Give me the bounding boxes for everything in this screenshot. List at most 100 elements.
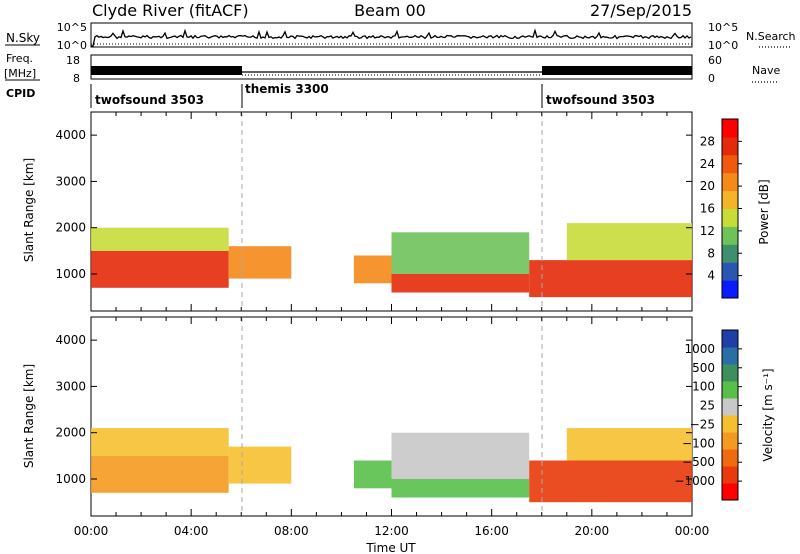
velocity-colorbar-tick-label-0: 1000 (684, 342, 715, 356)
freq-block-early (91, 66, 242, 75)
velocity-colorbar-swatch-3 (722, 432, 738, 450)
cpid-segment-1: twofsound 3503 (95, 93, 204, 107)
power-colorbar-tick-label-0: 4 (707, 269, 715, 283)
time-tick-label-4: 16:00 (474, 524, 509, 538)
nsky-left-tick-top: 10^5 (57, 21, 87, 34)
velocity-colorbar-tick-label-6: −500 (682, 455, 715, 469)
power-ytick-label-0: 1000 (55, 267, 86, 281)
velocity-band-0 (91, 455, 229, 493)
time-tick-label-6: 00:00 (675, 524, 710, 538)
velocity-panel: 1000 2000 3000 4000 Slant Range [km] (22, 316, 693, 517)
nave-right-tick-top: 60 (708, 54, 722, 67)
date-title: 27/Sep/2015 (590, 1, 692, 20)
station-title: Clyde River (fitACF) (92, 1, 249, 20)
time-tick-label-2: 08:00 (274, 524, 309, 538)
power-colorbar-swatch-1 (722, 262, 738, 281)
power-colorbar-tick-label-4: 20 (700, 179, 715, 193)
velocity-ytick-label-1: 2000 (55, 426, 86, 440)
nsky-right-tick-top: 10^5 (708, 21, 738, 34)
nsearch-right-label: N.Search (746, 30, 796, 43)
freq-left-label-1: Freq. (6, 52, 33, 65)
power-colorbar-tick-label-5: 24 (700, 157, 715, 171)
velocity-colorbar-swatch-7 (722, 364, 738, 382)
power-colorbar-tick-label-1: 8 (707, 246, 715, 260)
time-tick-label-3: 12:00 (374, 524, 409, 538)
power-colorbar-swatch-4 (722, 208, 738, 227)
power-colorbar-swatch-7 (722, 154, 738, 174)
time-tick-label-1: 04:00 (174, 524, 209, 538)
velocity-colorbar-swatch-6 (722, 381, 738, 399)
velocity-ytick-label-3: 4000 (55, 333, 86, 347)
power-ytick-label-3: 4000 (55, 128, 86, 142)
velocity-colorbar-swatch-5 (722, 398, 738, 416)
velocity-colorbar-ticks: 1000 500 100 25 −25 −100 −500 −1000 (674, 342, 742, 488)
power-heatmap (91, 223, 692, 298)
velocity-colorbar-tick-label-2: 100 (692, 380, 715, 394)
velocity-colorbar-swatch-4 (722, 415, 738, 433)
velocity-colorbar-tick-label-4: −25 (690, 417, 715, 431)
power-ytick-label-2: 3000 (55, 174, 86, 188)
velocity-band-1 (91, 428, 229, 456)
cpid-strip: CPID twofsound 3503 themis 3300 twofsoun… (6, 82, 655, 108)
power-colorbar-tick-label-3: 16 (700, 202, 715, 216)
power-colorbar-swatch-3 (722, 226, 738, 245)
velocity-colorbar-label: Velocity [m s⁻¹] (761, 368, 775, 461)
time-axis-label: Time UT (365, 541, 416, 554)
cpid-segment-3: twofsound 3503 (546, 93, 655, 107)
velocity-colorbar-swatch-1 (722, 466, 738, 484)
power-band-4 (391, 274, 530, 293)
power-y-axis: 1000 2000 3000 4000 (55, 128, 692, 281)
power-colorbar (721, 118, 739, 299)
nsky-right-tick-bottom: 10^0 (708, 39, 738, 52)
power-colorbar-label: Power [dB] (757, 179, 771, 244)
power-band-3 (353, 255, 392, 284)
power-ytick-label-1: 2000 (55, 221, 86, 235)
velocity-band-7 (566, 428, 692, 461)
cpid-segment-2: themis 3300 (245, 82, 329, 96)
velocity-band-2 (228, 446, 292, 484)
power-band-1 (91, 227, 229, 251)
beam-title: Beam 00 (354, 1, 426, 20)
velocity-colorbar-tick-label-1: 500 (692, 361, 715, 375)
power-colorbar-swatch-0 (722, 280, 738, 299)
power-colorbar-swatch-2 (722, 244, 738, 263)
freq-left-label-2: [MHz] (4, 67, 36, 80)
power-band-7 (566, 223, 692, 261)
power-colorbar-swatch-8 (722, 136, 738, 156)
time-axis-tick-labels: 00:00 04:00 08:00 12:00 16:00 20:00 00:00 (74, 524, 710, 538)
velocity-band-6 (529, 460, 692, 503)
velocity-colorbar-tick-label-3: 25 (700, 399, 715, 413)
velocity-colorbar-tick-label-7: −1000 (674, 474, 715, 488)
cpid-label: CPID (6, 87, 35, 100)
power-band-2 (228, 246, 292, 279)
power-colorbar-ticks: 4 8 12 16 20 24 28 (700, 134, 742, 283)
power-colorbar-swatch-5 (722, 190, 738, 209)
velocity-heatmap (91, 428, 692, 503)
velocity-colorbar-swatch-9 (722, 330, 738, 348)
power-band-5 (391, 232, 530, 274)
velocity-x-ticks (90, 317, 693, 516)
velocity-y-axis: 1000 2000 3000 4000 (55, 333, 692, 486)
velocity-ytick-label-0: 1000 (55, 472, 86, 486)
nsky-left-label: N.Sky (6, 31, 40, 45)
velocity-band-5 (391, 432, 530, 479)
velocity-colorbar (721, 329, 739, 501)
nave-right-tick-bottom: 0 (708, 72, 715, 85)
velocity-band-3 (353, 460, 392, 489)
velocity-colorbar-swatch-8 (722, 347, 738, 365)
power-colorbar-swatch-9 (722, 119, 738, 138)
power-y-axis-label: Slant Range [km] (22, 158, 36, 262)
velocity-colorbar-swatch-2 (722, 449, 738, 467)
nave-right-label: Nave (752, 64, 780, 77)
freq-panel: Freq. [MHz] 18 8 60 0 Nave (4, 52, 780, 85)
power-band-0 (91, 250, 229, 288)
nsky-left-tick-bottom: 10^0 (57, 39, 87, 52)
velocity-band-4 (391, 479, 530, 498)
velocity-colorbar-frame (721, 329, 739, 501)
velocity-ytick-label-2: 3000 (55, 379, 86, 393)
velocity-colorbar-swatch-0 (722, 483, 738, 501)
velocity-y-axis-label: Slant Range [km] (22, 364, 36, 468)
power-colorbar-tick-label-2: 12 (700, 224, 715, 238)
nsky-panel: N.Sky 10^5 10^0 10^5 10^0 N.Search (5, 21, 796, 52)
